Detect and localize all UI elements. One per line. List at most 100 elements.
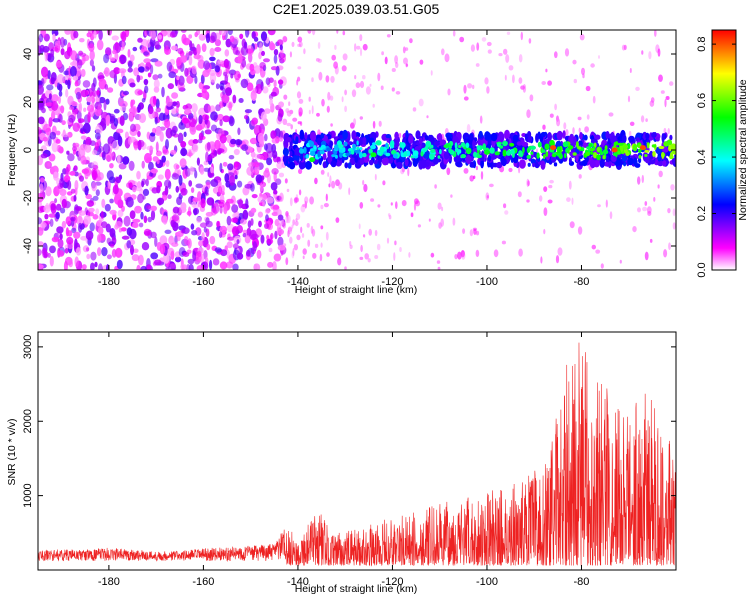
heatmap-cell (282, 118, 288, 126)
heatmap-cell (592, 152, 598, 159)
heatmap-cell (44, 213, 49, 220)
heatmap-cell (644, 154, 648, 157)
heatmap-cell (83, 214, 92, 225)
heatmap-cell (279, 192, 284, 202)
heatmap-cell (217, 199, 225, 205)
heatmap-cell (266, 238, 274, 245)
heatmap-cell (270, 91, 277, 97)
x-tick-label: -140 (287, 276, 309, 288)
heatmap-cell (244, 235, 251, 244)
heatmap-cell (563, 122, 567, 130)
heatmap-cell (152, 127, 157, 134)
heatmap-cell (270, 232, 274, 240)
heatmap-cell (188, 55, 193, 66)
heatmap-cell (184, 67, 189, 77)
heatmap-cell (672, 208, 676, 217)
heatmap-cell (430, 148, 436, 153)
heatmap-cell (368, 228, 373, 236)
spectrogram-panel: -180 -160 -140 -120 -100 -80 -40 -20 0 20 40 Heig… (6, 29, 677, 296)
heatmap-cell (344, 105, 347, 113)
heatmap-cell (41, 107, 46, 114)
heatmap-cell (262, 86, 269, 94)
heatmap-cell (184, 108, 192, 114)
heatmap-cell (177, 47, 184, 55)
heatmap-cell (242, 233, 247, 238)
heatmap-cell (150, 205, 157, 212)
heatmap-cell (140, 265, 148, 270)
heatmap-cell (97, 234, 102, 243)
heatmap-cell (217, 113, 224, 121)
heatmap-cell (657, 160, 664, 167)
heatmap-cell (356, 146, 360, 151)
heatmap-cell (475, 165, 478, 171)
heatmap-cell (136, 74, 141, 83)
heatmap-cell (402, 46, 406, 54)
heatmap-cell (277, 39, 284, 46)
heatmap-cell (142, 188, 150, 196)
heatmap-cell (167, 194, 172, 199)
heatmap-cell (56, 74, 65, 84)
heatmap-cell (88, 43, 95, 52)
heatmap-cell (554, 103, 557, 111)
heatmap-cell (390, 141, 394, 147)
heatmap-cell (53, 171, 59, 181)
heatmap-cell (180, 148, 188, 157)
heatmap-cell (219, 82, 225, 90)
heatmap-cell (629, 68, 632, 73)
heatmap-cell (76, 59, 83, 69)
x-tick-label: -160 (192, 576, 214, 588)
heatmap-cell (244, 109, 252, 114)
heatmap-cell (359, 256, 364, 260)
heatmap-cell (161, 86, 165, 98)
heatmap-cell (403, 57, 408, 65)
heatmap-cell (341, 65, 347, 72)
heatmap-cell (394, 55, 398, 64)
heatmap-cell (510, 148, 515, 155)
heatmap-cell (244, 115, 248, 120)
heatmap-cell (64, 248, 69, 254)
heatmap-cell (558, 153, 563, 160)
heatmap-cell (155, 98, 160, 109)
heatmap-cell (315, 58, 320, 62)
heatmap-cell (249, 137, 258, 145)
heatmap-cell (233, 148, 240, 156)
heatmap-cell (51, 94, 59, 103)
heatmap-cell (359, 147, 363, 151)
heatmap-cell (335, 179, 340, 187)
heatmap-cell (473, 151, 477, 158)
heatmap-cell (623, 44, 627, 51)
heatmap-cell (83, 107, 87, 113)
heatmap-cell (372, 142, 377, 146)
heatmap-cell (174, 30, 179, 35)
heatmap-cell (542, 124, 546, 130)
heatmap-cell (581, 147, 585, 152)
heatmap-cell (291, 251, 295, 259)
heatmap-cell (381, 157, 389, 166)
heatmap-cell (418, 98, 424, 107)
heatmap-cell (662, 160, 667, 167)
heatmap-cell (296, 79, 299, 86)
heatmap-cell (351, 89, 357, 98)
heatmap-cell (669, 151, 674, 159)
heatmap-cell (274, 230, 278, 240)
heatmap-cell (393, 252, 396, 261)
heatmap-cell (73, 142, 80, 148)
heatmap-cell (493, 249, 499, 258)
heatmap-cell (362, 234, 366, 238)
heatmap-cell (535, 133, 539, 143)
heatmap-cell (343, 141, 348, 147)
heatmap-cell (454, 254, 458, 260)
heatmap-cell (437, 155, 441, 159)
x-tick-label: -120 (381, 576, 403, 588)
heatmap-cell (428, 218, 431, 222)
heatmap-cell (159, 244, 166, 255)
heatmap-cell (351, 130, 357, 141)
heatmap-cell (126, 240, 132, 249)
heatmap-cell (48, 213, 57, 218)
heatmap-cell (55, 203, 62, 211)
heatmap-cell (338, 257, 341, 266)
heatmap-cell (589, 159, 596, 169)
heatmap-cell (250, 218, 254, 226)
heatmap-cell (135, 185, 142, 192)
heatmap-cell (404, 47, 409, 51)
